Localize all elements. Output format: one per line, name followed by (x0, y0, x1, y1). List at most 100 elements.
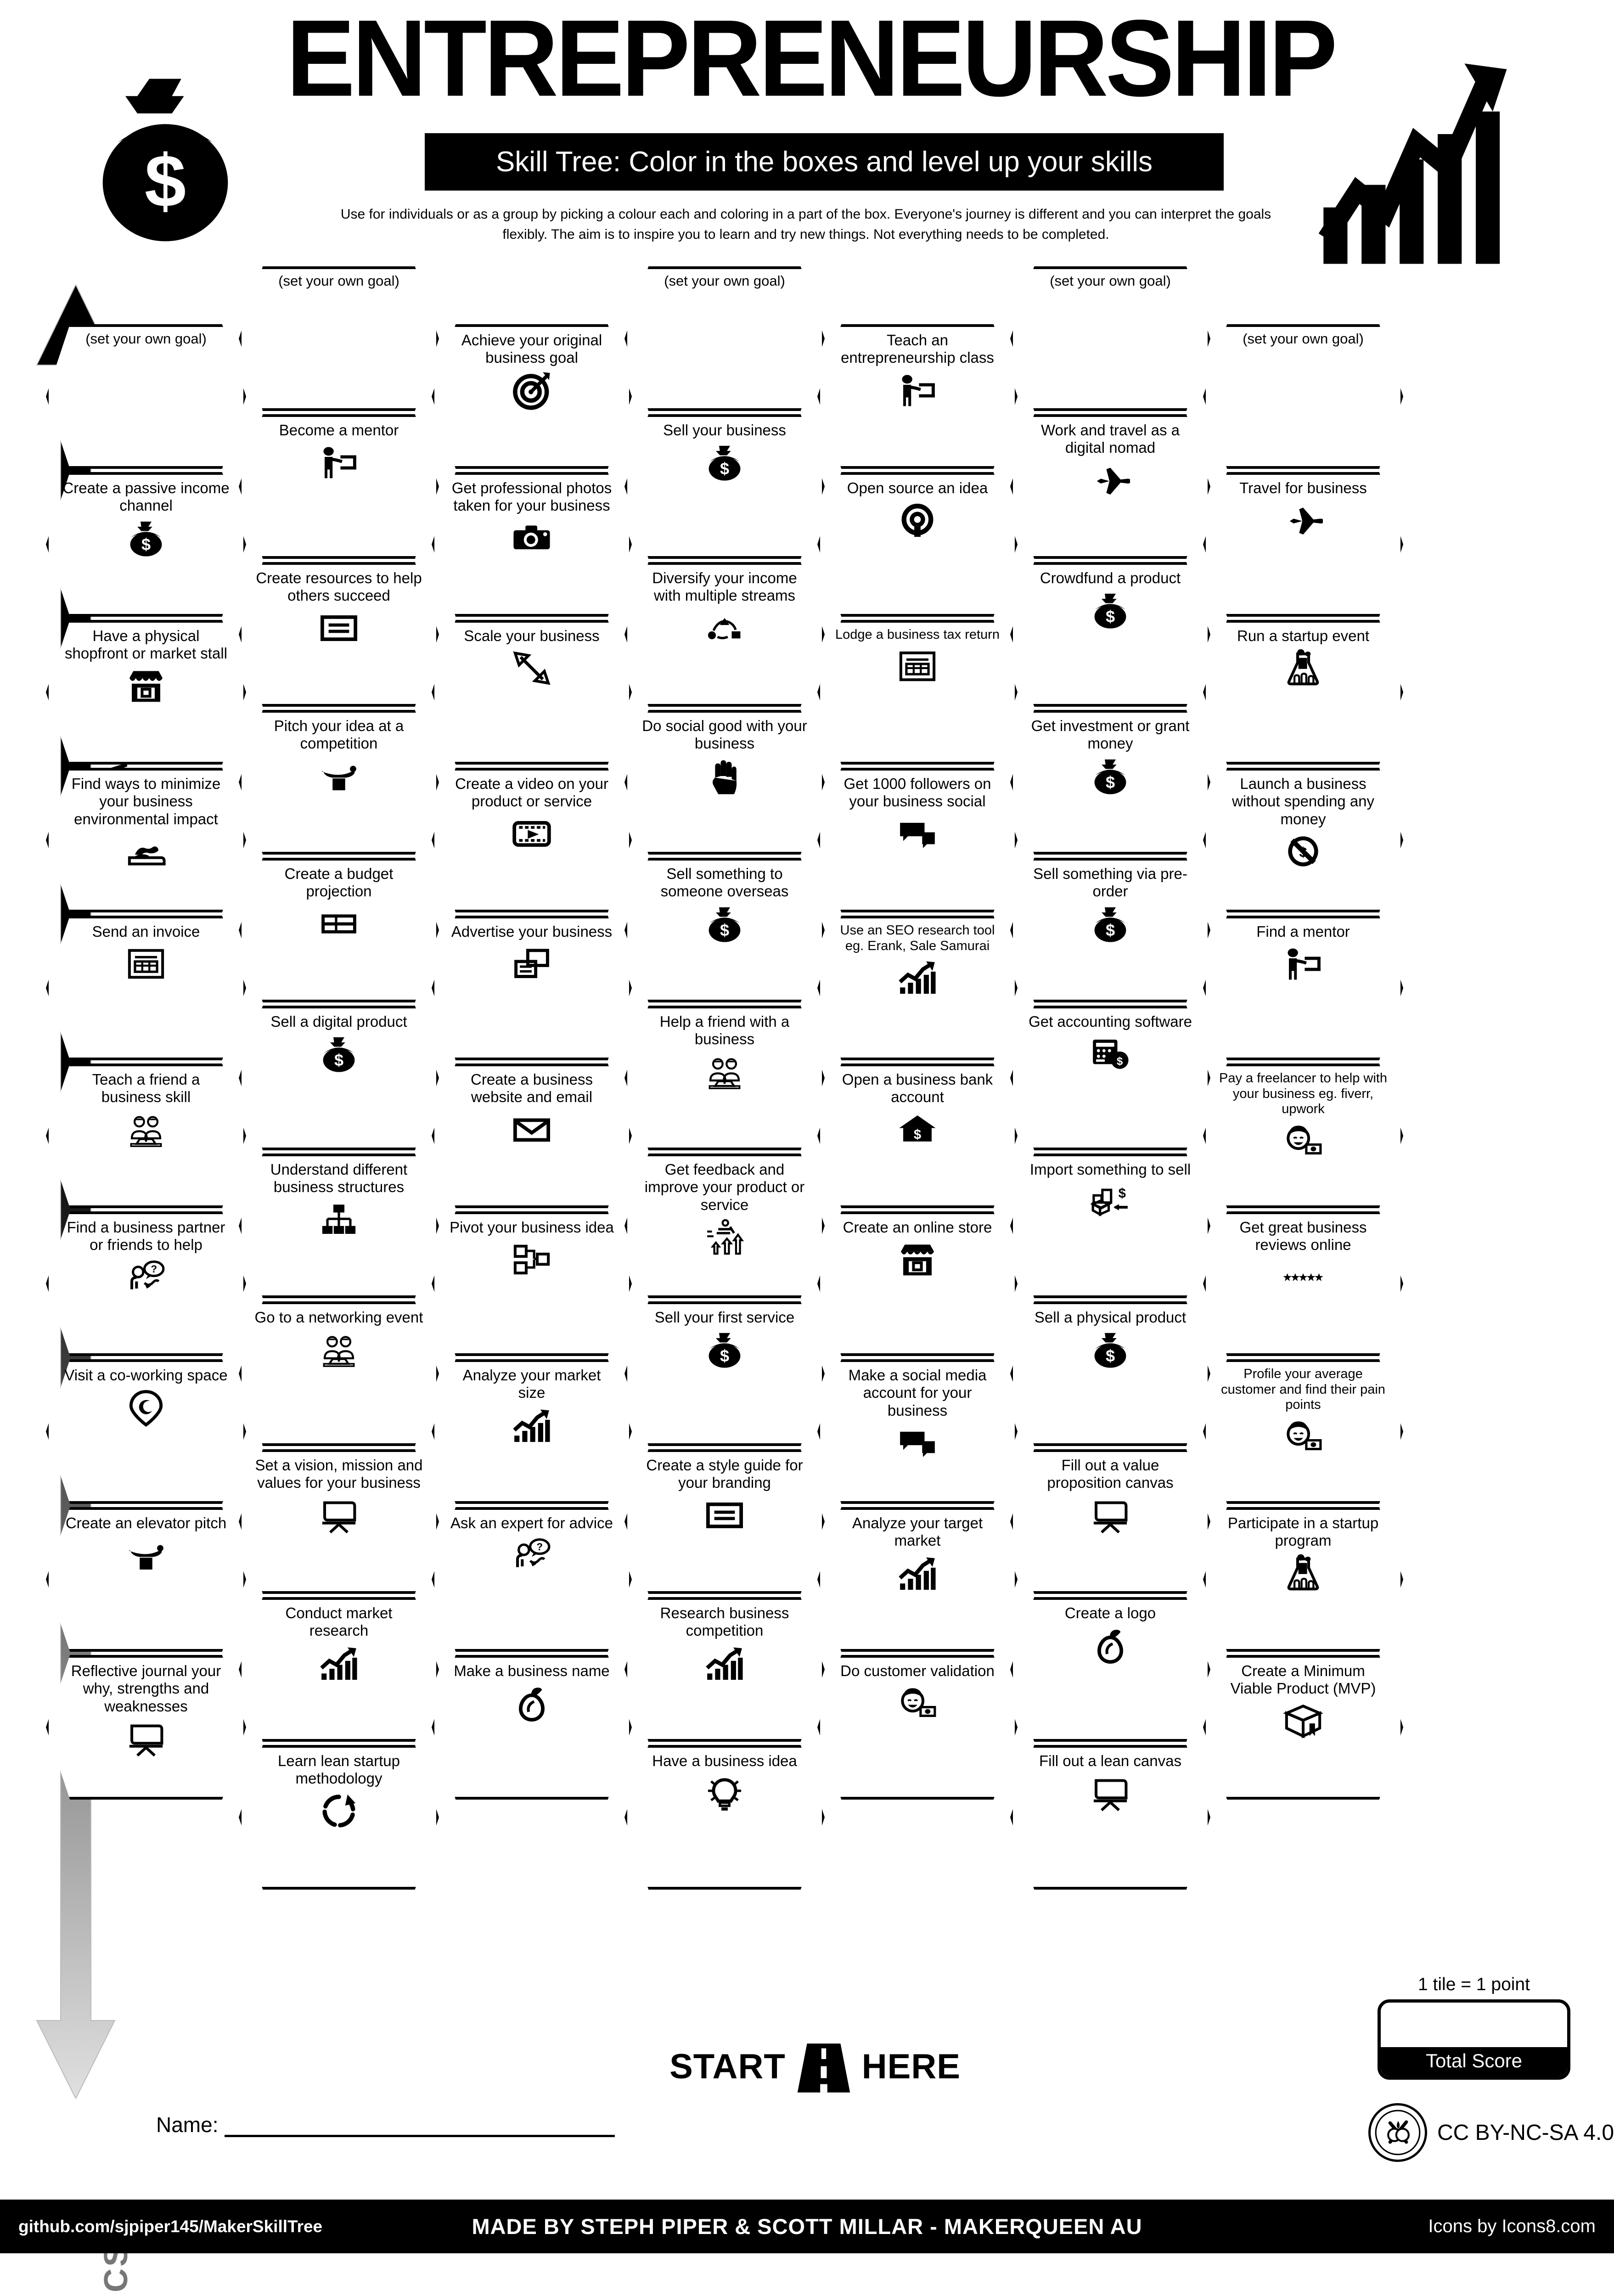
skill-tile[interactable]: (set your own goal) (624, 266, 825, 411)
skill-tile[interactable]: Analyze your target market (817, 1507, 1018, 1652)
skill-tile[interactable]: Find a mentor (1203, 916, 1403, 1060)
skill-tile[interactable]: Analyze your market size (432, 1359, 632, 1504)
skill-tile[interactable]: Reflective journal your why, strengths a… (46, 1655, 246, 1800)
skill-tile[interactable]: Use an SEO research tool eg. Erank, Sale… (817, 916, 1018, 1060)
skill-tile[interactable]: Get investment or grant money $ (1010, 710, 1210, 855)
skill-tile-hexagon (432, 1211, 632, 1356)
skill-tile[interactable]: Profile your average customer and find t… (1203, 1359, 1403, 1504)
skill-tile[interactable]: Go to a networking event (239, 1301, 439, 1446)
skill-tile[interactable]: Find ways to minimize your business envi… (46, 768, 246, 912)
skill-tile[interactable]: Research business competition (624, 1597, 825, 1742)
skill-tile[interactable]: Teach an entrepreneurship class (817, 324, 1018, 469)
skill-tile[interactable]: Become a mentor (239, 414, 439, 559)
skill-tile[interactable]: Diversify your income with multiple stre… (624, 562, 825, 707)
name-input-line[interactable] (225, 2134, 615, 2137)
skill-tile[interactable]: Get 1000 followers on your business soci… (817, 768, 1018, 912)
skill-tile[interactable]: Sell a digital product $ (239, 1006, 439, 1150)
skill-tile-hexagon (1203, 472, 1403, 617)
skill-tile[interactable]: Sell something to someone overseas $ (624, 858, 825, 1002)
skill-tile-hexagon (239, 1301, 439, 1446)
skill-tile[interactable]: Understand different business structures (239, 1154, 439, 1298)
skill-tile-hexagon (239, 1597, 439, 1742)
skill-tile[interactable]: Sell a physical product $ (1010, 1301, 1210, 1446)
skill-tile[interactable]: Create a video on your product or servic… (432, 768, 632, 912)
skill-tile[interactable]: Get great business reviews online (1203, 1211, 1403, 1356)
skill-tile-hexagon (1010, 1006, 1210, 1150)
skill-tile-hexagon (624, 1597, 825, 1742)
skill-tile-hexagon (1203, 1655, 1403, 1800)
skill-tile[interactable]: Get professional photos taken for your b… (432, 472, 632, 617)
skill-tile[interactable]: Create a business website and email (432, 1064, 632, 1208)
skill-tile[interactable]: Conduct market research (239, 1597, 439, 1742)
skill-tile[interactable]: Lodge a business tax return (817, 620, 1018, 765)
skill-tile[interactable]: Make a business name (432, 1655, 632, 1800)
skill-tile-hexagon (1010, 1301, 1210, 1446)
skill-tile[interactable]: Set a vision, mission and values for you… (239, 1449, 439, 1594)
skill-tile[interactable]: Do social good with your business (624, 710, 825, 855)
skill-tile-hexagon (432, 324, 632, 469)
skill-tile[interactable]: Achieve your original business goal (432, 324, 632, 469)
skill-tile[interactable]: Have a physical shopfront or market stal… (46, 620, 246, 765)
skill-tile[interactable]: Find a business partner or friends to he… (46, 1211, 246, 1356)
skill-tile[interactable]: Run a startup event (1203, 620, 1403, 765)
footer-repo-link[interactable]: github.com/sjpiper145/MakerSkillTree (18, 2217, 323, 2236)
start-here-marker: START HERE (650, 2039, 980, 2094)
skill-tile[interactable]: (set your own goal) (1010, 266, 1210, 411)
skill-tile[interactable]: Participate in a startup program (1203, 1507, 1403, 1652)
skill-tile[interactable]: Make a social media account for your bus… (817, 1359, 1018, 1504)
skill-tile[interactable]: Have a business idea (624, 1745, 825, 1890)
skill-tile[interactable]: Create an elevator pitch (46, 1507, 246, 1652)
skill-tile[interactable]: Open a business bank account $ (817, 1064, 1018, 1208)
skill-tile[interactable]: (set your own goal) (1203, 324, 1403, 469)
skill-tile[interactable]: Pay a freelancer to help with your busin… (1203, 1064, 1403, 1208)
skill-tile-hexagon (624, 414, 825, 559)
skill-tile[interactable]: Create a style guide for your branding (624, 1449, 825, 1594)
skill-tile[interactable]: (set your own goal) (239, 266, 439, 411)
skill-tile[interactable]: Scale your business (432, 620, 632, 765)
skill-tile[interactable]: Advertise your business (432, 916, 632, 1060)
skill-tile-hexagon (432, 1064, 632, 1208)
skill-tile[interactable]: Crowdfund a product $ (1010, 562, 1210, 707)
skill-tile[interactable]: Pitch your idea at a competition (239, 710, 439, 855)
footer-credit: MADE BY STEPH PIPER & SCOTT MILLAR - MAK… (472, 2214, 1142, 2239)
skill-tile[interactable]: Fill out a value proposition canvas (1010, 1449, 1210, 1594)
skill-tile[interactable]: Create a budget projection (239, 858, 439, 1002)
skill-tile[interactable]: Open source an idea (817, 472, 1018, 617)
skill-tile[interactable]: Create an online store (817, 1211, 1018, 1356)
skill-tile-hexagon (624, 1745, 825, 1890)
skill-tile[interactable]: Travel for business (1203, 472, 1403, 617)
skill-tile[interactable]: Get accounting software $ (1010, 1006, 1210, 1150)
skill-tile-hexagon (432, 916, 632, 1060)
skill-tile[interactable]: Ask an expert for advice? (432, 1507, 632, 1652)
skill-tile[interactable]: Create a passive income channel $ (46, 472, 246, 617)
skill-tile[interactable]: Create resources to help others succeed (239, 562, 439, 707)
skill-tile[interactable]: Visit a co-working space (46, 1359, 246, 1504)
skill-tile[interactable]: Create a Minimum Viable Product (MVP) (1203, 1655, 1403, 1800)
skill-tile[interactable]: Fill out a lean canvas (1010, 1745, 1210, 1890)
skill-tile[interactable]: Work and travel as a digital nomad (1010, 414, 1210, 559)
skill-tile[interactable]: Import something to sell $ (1010, 1154, 1210, 1298)
skill-tile[interactable]: Help a friend with a business (624, 1006, 825, 1150)
skill-tile[interactable]: Sell your first service $ (624, 1301, 825, 1446)
skill-tile[interactable]: Sell something via pre-order $ (1010, 858, 1210, 1002)
skill-tile[interactable]: (set your own goal) (46, 324, 246, 469)
skill-tile[interactable]: Teach a friend a business skill (46, 1064, 246, 1208)
skill-tile-hexagon (817, 324, 1018, 469)
skill-tile[interactable]: Do customer validation (817, 1655, 1018, 1800)
skill-tile-hexagon (624, 1006, 825, 1150)
total-score-box[interactable]: Total Score (1378, 1999, 1570, 2080)
skill-tile[interactable]: Pivot your business idea (432, 1211, 632, 1356)
skill-tile[interactable]: Launch a business without spending any m… (1203, 768, 1403, 912)
name-field[interactable]: Name: (156, 2112, 615, 2137)
skill-tile[interactable]: Get feedback and improve your product or… (624, 1154, 825, 1298)
skill-tile-hexagon (1203, 1211, 1403, 1356)
skill-tile-hexagon (624, 562, 825, 707)
skill-tile[interactable]: Sell your business $ (624, 414, 825, 559)
footer-icons-credit[interactable]: Icons by Icons8.com (1428, 2216, 1596, 2236)
skill-tile[interactable]: Send an invoice (46, 916, 246, 1060)
skill-tile[interactable]: Learn lean startup methodology (239, 1745, 439, 1890)
skill-tile-hexagon (1010, 562, 1210, 707)
skill-tile-hexagon (1203, 1064, 1403, 1208)
skill-tile[interactable]: Create a logo (1010, 1597, 1210, 1742)
subtitle-text: Skill Tree: Color in the boxes and level… (495, 146, 1153, 178)
